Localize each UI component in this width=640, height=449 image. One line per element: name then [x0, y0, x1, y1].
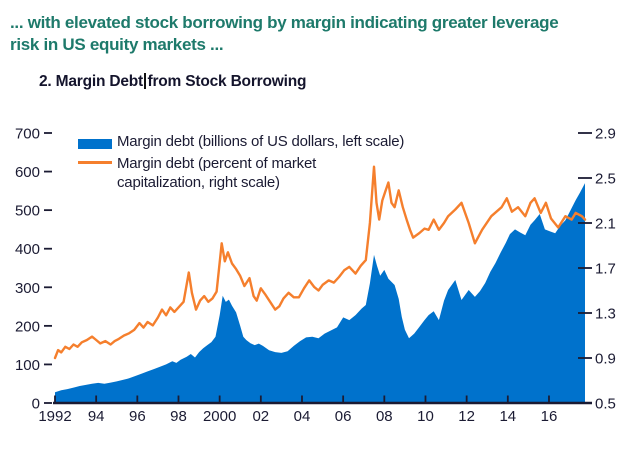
- x-tick-label: 08: [376, 408, 393, 425]
- chart-title-part1: 2. Margin Debt: [39, 73, 143, 90]
- line-swatch: [78, 161, 112, 164]
- y-left-tick-label: 200: [15, 318, 40, 335]
- chart-title-part2: from Stock Borrowing: [147, 73, 307, 90]
- x-tick-label: 94: [88, 408, 105, 425]
- margin-debt-pct-line-series: [53, 165, 587, 360]
- y-left-tick-label: 400: [15, 241, 40, 258]
- x-tick-label: 02: [252, 408, 269, 425]
- y-right-tick-label: 1.7: [595, 261, 616, 278]
- y-left-tick-label: 500: [15, 203, 40, 220]
- x-tick-label: 12: [458, 408, 475, 425]
- chart-legend: Margin debt (billions of US dollars, lef…: [0, 0, 640, 191]
- margin-debt-area-series: [55, 183, 585, 403]
- x-tick-label: 1992: [38, 408, 71, 425]
- x-tick-label: 10: [417, 408, 434, 425]
- y-left-axis: 0 100 200 300 400 500 600 700: [15, 126, 52, 413]
- y-right-tick-label: 1.3: [595, 306, 616, 323]
- y-right-axis: 0.5 0.9 1.3 1.7 2.1 2.5 2.9: [578, 126, 616, 413]
- y-left-tick-label: 700: [15, 126, 40, 143]
- x-tick-label: 2000: [203, 408, 236, 425]
- x-tick-label: 98: [170, 408, 187, 425]
- headline-text: ... with elevated stock borrowing by mar…: [10, 13, 559, 55]
- y-right-tick-label: 0.5: [595, 396, 616, 413]
- x-tick-label: 16: [541, 408, 558, 425]
- x-tick-label: 14: [499, 408, 516, 425]
- x-axis: 1992 94 96 98 2000 02 04 06 08 10 12 14 16: [38, 395, 592, 425]
- y-right-tick-label: 0.9: [595, 351, 616, 368]
- y-right-tick-label: 2.1: [595, 216, 616, 233]
- area-swatch: [78, 139, 112, 149]
- chart-title: 2. Margin Debt from Stock Borrowing: [39, 73, 306, 91]
- y-left-tick-label: 0: [32, 396, 40, 413]
- y-left-tick-label: 100: [15, 357, 40, 374]
- legend-label-margin-debt-dollars: Margin debt (billions of US dollars, lef…: [117, 133, 405, 150]
- y-right-tick-label: 2.9: [595, 126, 616, 143]
- x-tick-label: 04: [294, 408, 311, 425]
- x-tick-label: 96: [129, 408, 146, 425]
- y-right-tick-label: 2.5: [595, 171, 616, 188]
- x-tick-label: 06: [335, 408, 352, 425]
- y-left-tick-label: 600: [15, 164, 40, 181]
- y-left-tick-label: 300: [15, 280, 40, 297]
- legend-label-margin-debt-percent: Margin debt (percent of market capitaliz…: [117, 155, 317, 192]
- text-cursor-caret: [144, 73, 146, 89]
